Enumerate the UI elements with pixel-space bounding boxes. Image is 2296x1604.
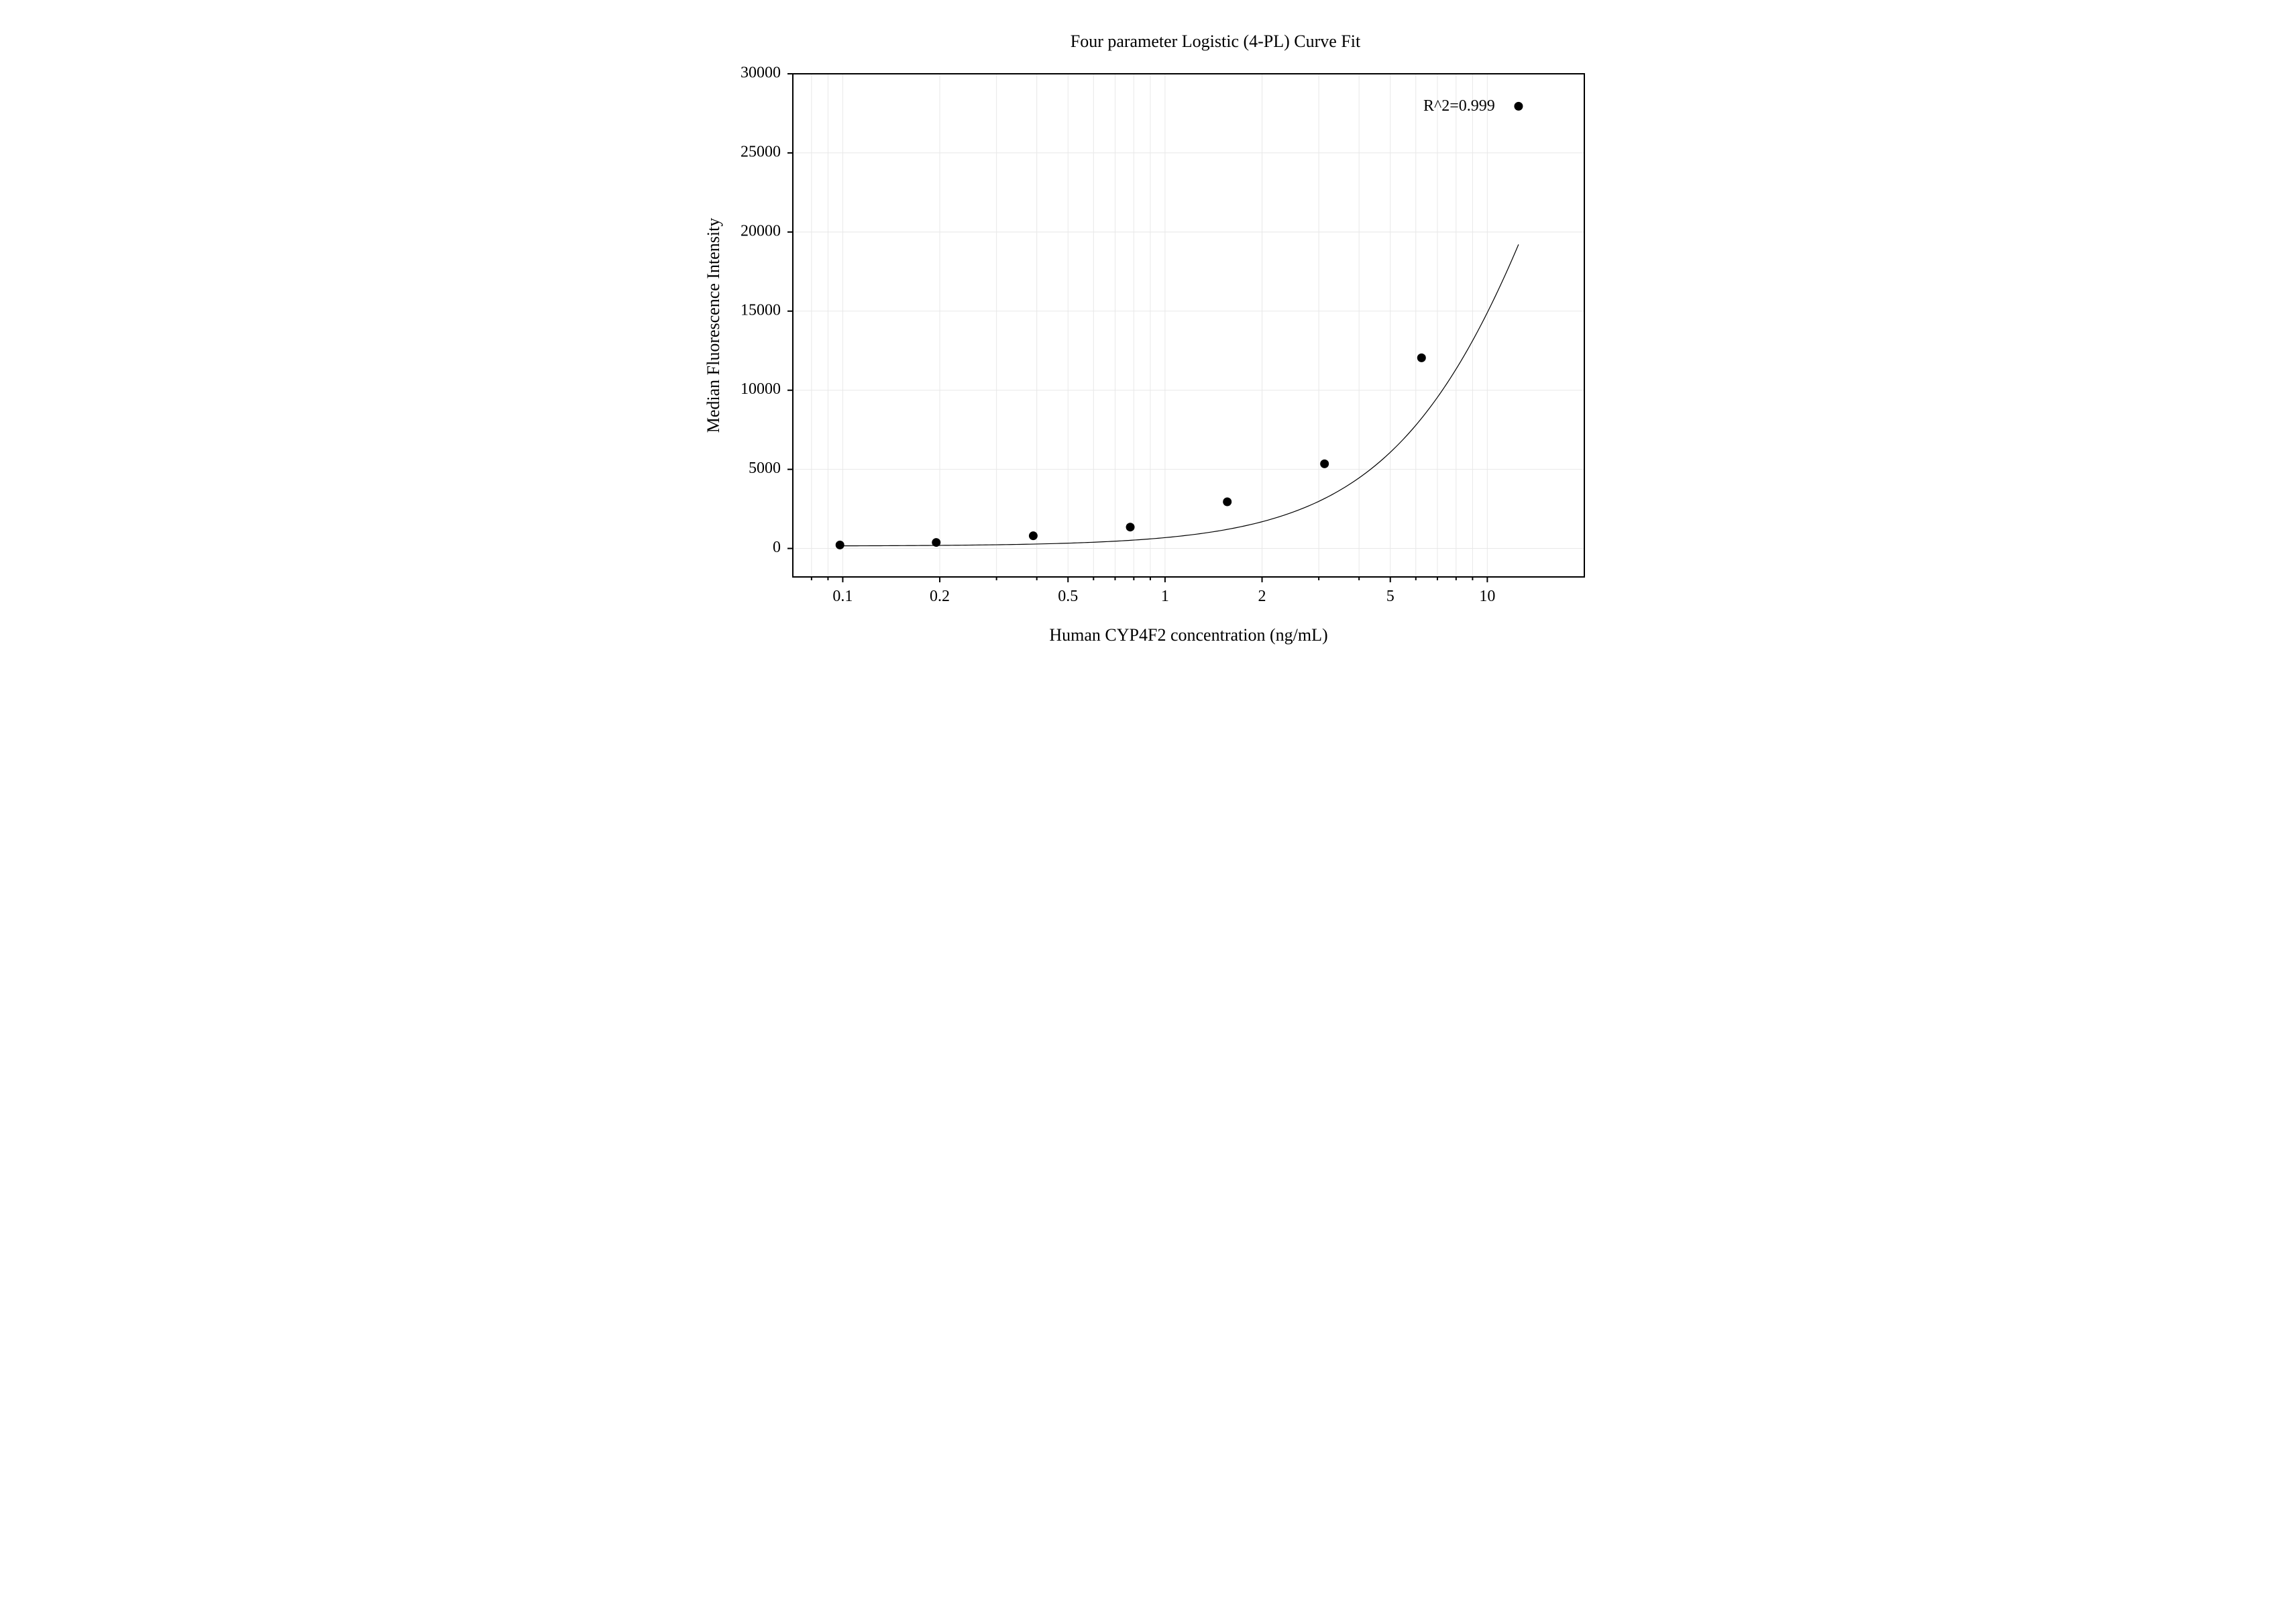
xtick-label: 10 bbox=[1479, 588, 1495, 605]
x-axis-label: Human CYP4F2 concentration (ng/mL) bbox=[1049, 625, 1327, 645]
data-point bbox=[1028, 531, 1037, 540]
y-axis-label: Median Fluorescence Intensity bbox=[704, 218, 723, 433]
ytick-label: 0 bbox=[773, 539, 781, 556]
data-point bbox=[1514, 102, 1523, 111]
chart-svg: 0 5000 10000 15000 20000 25000 30000 0.1 0.2 0.5 1… bbox=[639, 13, 1658, 725]
data-point bbox=[1417, 354, 1425, 362]
data-point bbox=[1223, 497, 1232, 506]
xtick-label: 0.1 bbox=[832, 588, 853, 605]
xtick-label: 1 bbox=[1160, 588, 1168, 605]
data-point bbox=[932, 538, 940, 547]
ytick-label: 10000 bbox=[741, 380, 781, 398]
ytick-label: 20000 bbox=[741, 222, 781, 239]
xtick-label: 0.5 bbox=[1058, 588, 1078, 605]
r-squared-annotation: R^2=0.999 bbox=[1423, 97, 1495, 115]
chart-container: 0 5000 10000 15000 20000 25000 30000 0.1 0.2 0.5 1… bbox=[639, 13, 1658, 725]
data-point bbox=[1126, 523, 1134, 531]
xtick-label: 2 bbox=[1258, 588, 1266, 605]
ytick-label: 15000 bbox=[741, 301, 781, 319]
chart-title: Four parameter Logistic (4-PL) Curve Fit bbox=[1070, 32, 1360, 51]
ytick-label: 5000 bbox=[749, 460, 781, 477]
ytick-label: 25000 bbox=[741, 143, 781, 160]
data-point bbox=[835, 541, 844, 549]
chart-background bbox=[639, 13, 1658, 725]
data-point bbox=[1320, 460, 1329, 468]
xtick-label: 5 bbox=[1386, 588, 1394, 605]
xtick-label: 0.2 bbox=[930, 588, 950, 605]
ytick-label: 30000 bbox=[741, 64, 781, 82]
